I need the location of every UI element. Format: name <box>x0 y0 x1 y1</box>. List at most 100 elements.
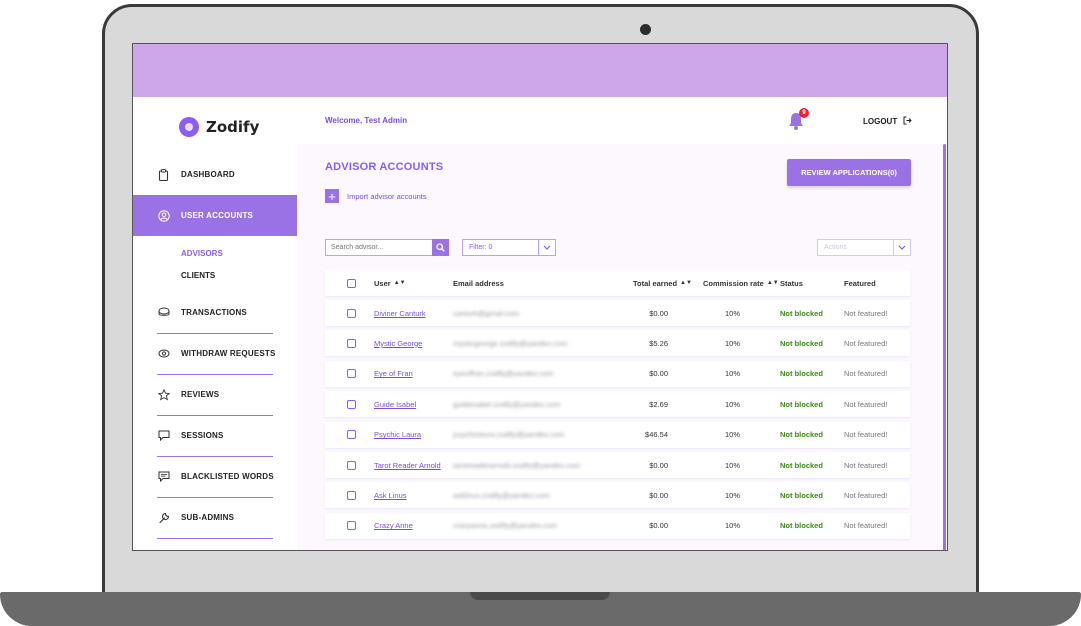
review-applications-button[interactable]: REVIEW APPLICATIONS(0) <box>787 159 911 186</box>
advisor-name-link[interactable]: Diviner Canturk <box>374 308 426 318</box>
zodify-logo-icon <box>179 117 199 137</box>
chat-icon <box>157 429 170 442</box>
table-row: Eye of Fran eyeoffran.zodify@yandex.com $0… <box>325 360 910 387</box>
page-title: ADVISOR ACCOUNTS <box>325 161 444 173</box>
email-cell: guideisabel.zodify@yandex.com <box>453 399 561 409</box>
column-commission-rate[interactable]: Commission rate ▲▼ <box>703 278 779 288</box>
commission-rate-cell: 10% <box>725 521 741 531</box>
sort-icon: ▲▼ <box>393 280 406 286</box>
import-label: Import advisor accounts <box>347 191 427 201</box>
total-earned-cell: $2.69 <box>649 399 668 409</box>
advisor-name-link[interactable]: Eye of Fran <box>374 369 413 379</box>
column-total-earned[interactable]: Total earned ▲▼ <box>633 278 692 288</box>
divider <box>157 538 273 539</box>
sidebar-item-label: WITHDRAW REQUESTS <box>181 349 276 358</box>
table-row: Ask Linus asklinus.zodify@yandex.com $0.00… <box>325 482 910 509</box>
featured-cell: Not featured! <box>844 369 888 379</box>
email-cell: mysticgeorge.zodify@yandex.com <box>453 338 568 348</box>
commission-rate-cell: 10% <box>725 308 741 318</box>
plus-icon: + <box>325 189 339 203</box>
advisor-name-link[interactable]: Ask Linus <box>374 490 407 500</box>
table-row: Psychic Laura psychiclaura.zodify@yandex.… <box>325 421 910 448</box>
sidebar-item-blacklisted-words[interactable]: BLACKLISTED WORDS <box>133 456 297 497</box>
sidebar-item-sub-admins[interactable]: SUB-ADMINS <box>133 497 297 538</box>
commission-rate-cell: 10% <box>725 460 741 470</box>
row-checkbox[interactable] <box>347 460 356 470</box>
actions-label: Actions <box>824 244 847 251</box>
sort-icon: ▲▼ <box>766 280 779 286</box>
star-icon <box>157 388 170 401</box>
laptop-notch <box>470 592 610 600</box>
advisor-name-link[interactable]: Mystic George <box>374 338 423 348</box>
search-bar <box>325 239 449 256</box>
column-user[interactable]: User ▲▼ <box>374 278 406 288</box>
advisor-name-link[interactable]: Tarot Reader Arnold <box>374 460 441 470</box>
sidebar-subitem-clients[interactable]: CLIENTS <box>181 271 216 280</box>
logout-icon <box>903 116 912 127</box>
search-input[interactable] <box>325 239 432 256</box>
row-checkbox[interactable] <box>347 399 356 409</box>
actions-select[interactable]: Actions <box>817 239 911 256</box>
row-checkbox[interactable] <box>347 369 356 379</box>
sidebar-item-label: DASHBOARD <box>181 170 235 179</box>
logo[interactable]: Zodify <box>179 117 259 137</box>
commission-rate-cell: 10% <box>725 490 741 500</box>
total-earned-cell: $5.26 <box>649 338 668 348</box>
select-all-checkbox[interactable] <box>347 278 356 288</box>
commission-rate-cell: 10% <box>725 430 741 440</box>
featured-cell: Not featured! <box>844 521 888 531</box>
sidebar-item-sessions[interactable]: SESSIONS <box>133 415 297 456</box>
table-row: Crazy Anne crazyanne.zodify@yandex.com $0.… <box>325 512 910 539</box>
screen: Zodify DASHBOARD USER ACCOUNTS ADVISORS … <box>132 43 948 551</box>
advisor-name-link[interactable]: Crazy Anne <box>374 521 413 531</box>
column-email: Email address <box>453 278 504 288</box>
sidebar-item-dashboard[interactable]: DASHBOARD <box>133 154 297 195</box>
total-earned-cell: $0.00 <box>649 521 668 531</box>
sidebar-item-reviews[interactable]: REVIEWS <box>133 374 297 415</box>
status-badge: Not blocked <box>780 308 823 318</box>
advisor-name-link[interactable]: Psychic Laura <box>374 430 422 440</box>
status-badge: Not blocked <box>780 369 823 379</box>
table-row: Diviner Canturk canturk@gmail.com $0.00 10%… <box>325 300 910 326</box>
divider <box>157 415 273 416</box>
sidebar-item-transactions[interactable]: TRANSACTIONS <box>133 292 297 333</box>
sidebar-item-user-accounts[interactable]: USER ACCOUNTS <box>133 195 297 236</box>
row-checkbox[interactable] <box>347 308 356 318</box>
row-checkbox[interactable] <box>347 490 356 500</box>
chevron-down-icon <box>893 240 910 255</box>
total-earned-cell: $0.00 <box>649 369 668 379</box>
welcome-text: Welcome, Test Admin <box>325 116 408 125</box>
table-row: Tarot Reader Arnold tarotreaderarnold.zod… <box>325 452 910 478</box>
row-checkbox[interactable] <box>347 521 356 531</box>
row-checkbox[interactable] <box>347 430 356 440</box>
sidebar-subitem-advisors[interactable]: ADVISORS <box>181 249 223 258</box>
logout-button[interactable]: LOGOUT <box>863 116 912 127</box>
divider <box>157 374 273 375</box>
total-earned-cell: $0.00 <box>649 308 668 318</box>
filter-select[interactable]: Filter: 0 <box>462 239 556 256</box>
table-row: Mystic George mysticgeorge.zodify@yandex.… <box>325 330 910 357</box>
search-button[interactable] <box>432 239 449 256</box>
sidebar-item-withdraw-requests[interactable]: WITHDRAW REQUESTS <box>133 333 297 374</box>
status-badge: Not blocked <box>780 460 823 470</box>
sort-icon: ▲▼ <box>680 280 692 286</box>
logout-label: LOGOUT <box>863 117 898 126</box>
import-advisors-link[interactable]: + Import advisor accounts <box>325 189 427 203</box>
divider <box>157 333 273 334</box>
total-earned-cell: $46.54 <box>645 430 668 440</box>
total-earned-cell: $0.00 <box>649 490 668 500</box>
filter-label: Filter: 0 <box>469 244 493 251</box>
scrollbar[interactable] <box>943 144 946 550</box>
chat-lines-icon <box>157 470 170 483</box>
total-earned-cell: $0.00 <box>649 460 668 470</box>
status-badge: Not blocked <box>780 490 823 500</box>
money-icon <box>157 347 170 360</box>
wrench-icon <box>157 511 170 524</box>
row-checkbox[interactable] <box>347 338 356 348</box>
divider <box>157 456 273 457</box>
featured-cell: Not featured! <box>844 460 888 470</box>
featured-cell: Not featured! <box>844 399 888 409</box>
advisor-name-link[interactable]: Guide Isabel <box>374 399 417 409</box>
email-cell: psychiclaura.zodify@yandex.com <box>453 430 565 440</box>
status-badge: Not blocked <box>780 338 823 348</box>
